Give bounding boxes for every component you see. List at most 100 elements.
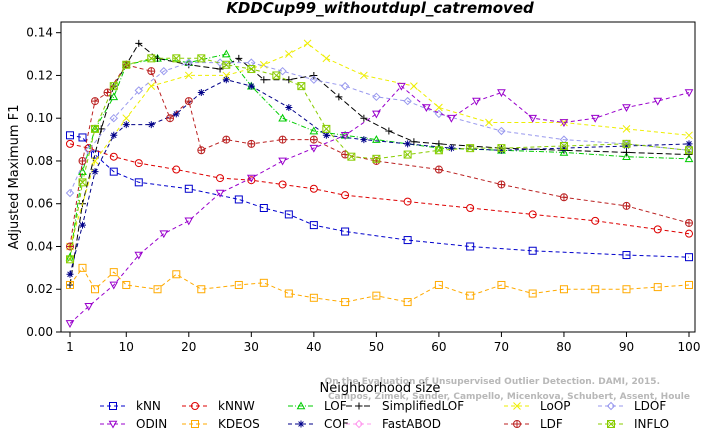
data-point-odin [497, 89, 506, 98]
data-point-odin [653, 97, 663, 106]
data-point-cof [122, 121, 130, 129]
y-tick-label: 0.14 [26, 26, 53, 40]
data-point-inflo [622, 139, 631, 148]
data-point-inflo [322, 124, 331, 133]
data-point-loop [622, 125, 631, 133]
data-point-kdeos [66, 280, 74, 289]
y-tick-label: 0.08 [26, 154, 53, 168]
data-point-simplifiedlof [360, 114, 368, 122]
data-point-knn [109, 167, 118, 176]
y-axis-label: Adjusted Maximum F1 [7, 105, 22, 250]
legend-swatch-marker [355, 402, 363, 410]
data-point-knn [259, 204, 268, 212]
x-tick-label: 10 [119, 340, 134, 354]
data-point-ldf-cross [79, 157, 87, 165]
data-point-kdeos [497, 280, 506, 289]
data-point-knn [466, 242, 475, 251]
data-point-kdeos [309, 293, 318, 302]
series-line-lof [69, 53, 690, 258]
data-point-kdeos [528, 289, 537, 298]
data-point-knnw [134, 159, 143, 168]
legend-swatch-marker [607, 420, 615, 428]
x-axis: 1 10 20 30 40 50 60 70 80 90 100 [66, 332, 700, 354]
chart-title: KDDCup99_withoutdupl_catremoved [226, 0, 534, 17]
data-point-lof [221, 49, 231, 58]
data-point-inflo-cross [497, 144, 506, 152]
data-point-knnw [341, 191, 350, 200]
data-point-inflo [122, 60, 131, 69]
series-line-knn [69, 134, 690, 258]
data-point-kdeos [591, 285, 600, 294]
legend-label: kNN [136, 399, 161, 413]
data-point-cof [147, 121, 155, 129]
data-point-loop [147, 82, 156, 90]
data-point-odin [65, 320, 75, 328]
legend-swatch-marker [108, 420, 118, 429]
data-point-odin [590, 114, 600, 123]
legend-label: kNNW [218, 399, 255, 413]
legend-label: LDF [540, 417, 563, 431]
data-point-odin [528, 114, 538, 123]
data-point-loop [485, 118, 493, 127]
data-point-inflo [247, 65, 256, 74]
data-point-ldf-cross [247, 140, 255, 148]
data-point-inflo-cross [78, 178, 87, 187]
series-ldof [65, 58, 694, 198]
y-tick-label: 0.04 [26, 239, 53, 253]
data-point-cof [66, 270, 74, 278]
data-point-ldf-cross [104, 89, 112, 97]
data-point-loop [91, 157, 99, 165]
legend-label: KDEOS [218, 417, 260, 431]
series-simplifiedlof [66, 39, 693, 289]
data-point-knn [78, 133, 87, 142]
x-tick-label: 90 [619, 340, 634, 354]
data-point-inflo [466, 144, 475, 153]
series-line-cof [69, 79, 690, 275]
x-tick-label: 100 [678, 340, 701, 354]
data-point-inflo-cross [403, 150, 412, 159]
data-point-kdeos [91, 285, 100, 294]
series-line-loop [69, 42, 690, 247]
data-point-odin [397, 82, 406, 91]
data-point-kdeos [284, 289, 293, 298]
watermark-line-2: Campos, Zimek, Sander, Campello, Micenko… [328, 392, 690, 402]
data-point-inflo-cross [685, 146, 693, 155]
data-point-loop [360, 71, 368, 80]
data-point-cof [172, 110, 180, 118]
data-point-inflo-cross [347, 152, 356, 161]
data-point-cof [447, 144, 455, 152]
legend-label: ODIN [136, 417, 167, 431]
data-point-ldof [340, 81, 350, 91]
data-point-ldf-cross [279, 136, 287, 144]
data-point-cof [322, 131, 330, 139]
data-point-loop [184, 71, 193, 80]
data-point-inflo [222, 60, 231, 69]
data-point-simplifiedlof [260, 76, 268, 84]
data-point-knnw [403, 197, 412, 206]
legend-swatch-marker [354, 419, 364, 429]
data-point-simplifiedlof [335, 93, 343, 101]
data-point-odin [278, 157, 287, 166]
data-point-simplifiedlof [385, 127, 393, 135]
legend: kNN kNNW LOF SimplifiedLOF LoOP LDOF ODIN KDEOS… [100, 399, 669, 431]
data-point-odin [84, 303, 94, 311]
data-point-inflo-cross [272, 71, 281, 80]
y-tick-label: 0.10 [26, 111, 53, 125]
data-point-kdeos [259, 278, 268, 287]
data-point-ldof [65, 188, 75, 198]
data-point-kdeos [197, 285, 206, 294]
data-point-cof [110, 131, 118, 139]
legend-item-kdeos: KDEOS [182, 417, 260, 431]
data-point-inflo-cross [560, 142, 568, 150]
data-point-ldf-cross [222, 136, 230, 144]
data-point-cof [247, 82, 255, 90]
data-point-inflo [297, 82, 306, 91]
data-point-kdeos [403, 298, 412, 307]
legend-item-lof: LOF [288, 399, 347, 413]
x-tick-label: 70 [494, 340, 509, 354]
data-point-lof [622, 152, 631, 160]
series-line-inflo [69, 57, 690, 260]
series-kdeos [66, 263, 693, 307]
data-point-inflo-cross [622, 140, 631, 148]
data-point-cof [685, 140, 693, 148]
